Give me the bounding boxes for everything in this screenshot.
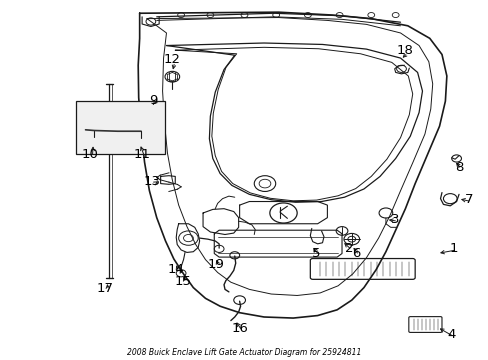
Text: 2: 2 [345,242,353,255]
Text: 15: 15 [175,275,192,288]
Text: 6: 6 [352,247,360,260]
Text: 11: 11 [133,148,150,161]
Text: 10: 10 [81,148,98,161]
Text: 19: 19 [207,258,224,271]
Text: 14: 14 [167,263,184,276]
Text: 9: 9 [148,94,157,107]
Text: 17: 17 [97,282,114,295]
Circle shape [90,134,98,140]
Circle shape [132,131,150,144]
Text: 5: 5 [312,247,320,260]
Text: 13: 13 [143,175,160,188]
Circle shape [85,131,103,143]
Circle shape [137,135,145,140]
Bar [76,101,164,154]
Text: 18: 18 [396,44,413,57]
Text: 2008 Buick Enclave Lift Gate Actuator Diagram for 25924811: 2008 Buick Enclave Lift Gate Actuator Di… [127,348,361,357]
Text: 12: 12 [163,53,181,66]
Text: 7: 7 [464,193,472,206]
Text: 8: 8 [454,161,462,174]
Text: 16: 16 [231,322,247,335]
Text: 1: 1 [449,242,457,255]
Text: 4: 4 [447,328,455,341]
Text: 3: 3 [390,213,399,226]
